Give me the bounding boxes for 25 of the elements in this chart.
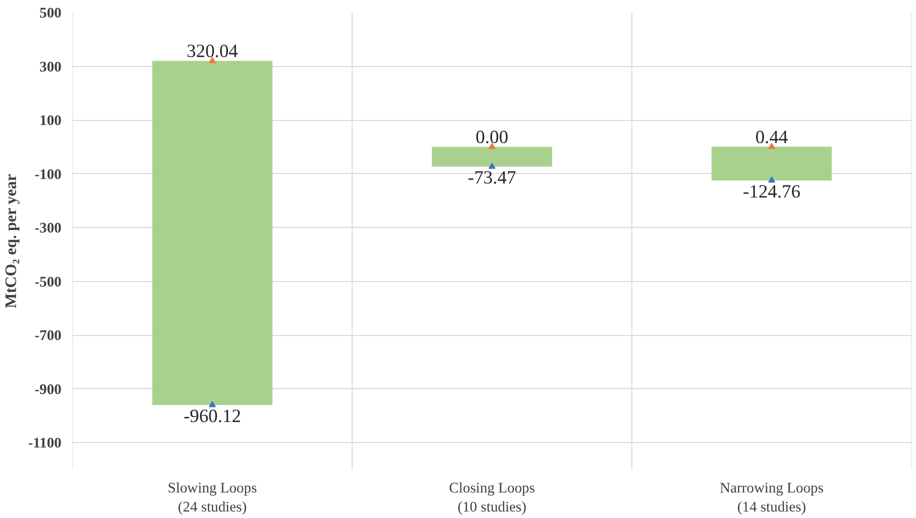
data-label: 0.00: [476, 126, 508, 148]
data-label: -73.47: [468, 168, 516, 189]
y-tick-label: 100: [40, 113, 62, 130]
bar: [432, 146, 552, 167]
y-tick-label: -100: [34, 166, 62, 183]
y-tick-label: -700: [34, 328, 62, 344]
point: [208, 401, 216, 408]
y-tick-label: 300: [40, 59, 62, 76]
point: [488, 162, 496, 169]
bar: [712, 146, 832, 180]
y-tick-label: -300: [34, 220, 62, 237]
x-tick-label: Narrowing Loops (14 studies): [720, 480, 824, 516]
bar: [152, 60, 272, 406]
x-tick-label: Closing Loops (10 studies): [449, 480, 536, 516]
point: [768, 176, 776, 183]
data-label: -960.12: [184, 406, 242, 428]
y-tick-label: -1100: [28, 436, 62, 452]
data-label: -124.76: [742, 181, 800, 202]
y-axis-title: MtCO₂ eq. per year: [3, 174, 20, 308]
data-label: 0.44: [755, 126, 789, 148]
data-label: 320.04: [186, 40, 239, 62]
y-tick-label: -500: [34, 274, 62, 290]
x-tick-label: Slowing Loops (24 studies): [168, 480, 258, 516]
y-tick-label: -900: [34, 382, 62, 398]
y-tick-label: 500: [40, 6, 62, 22]
